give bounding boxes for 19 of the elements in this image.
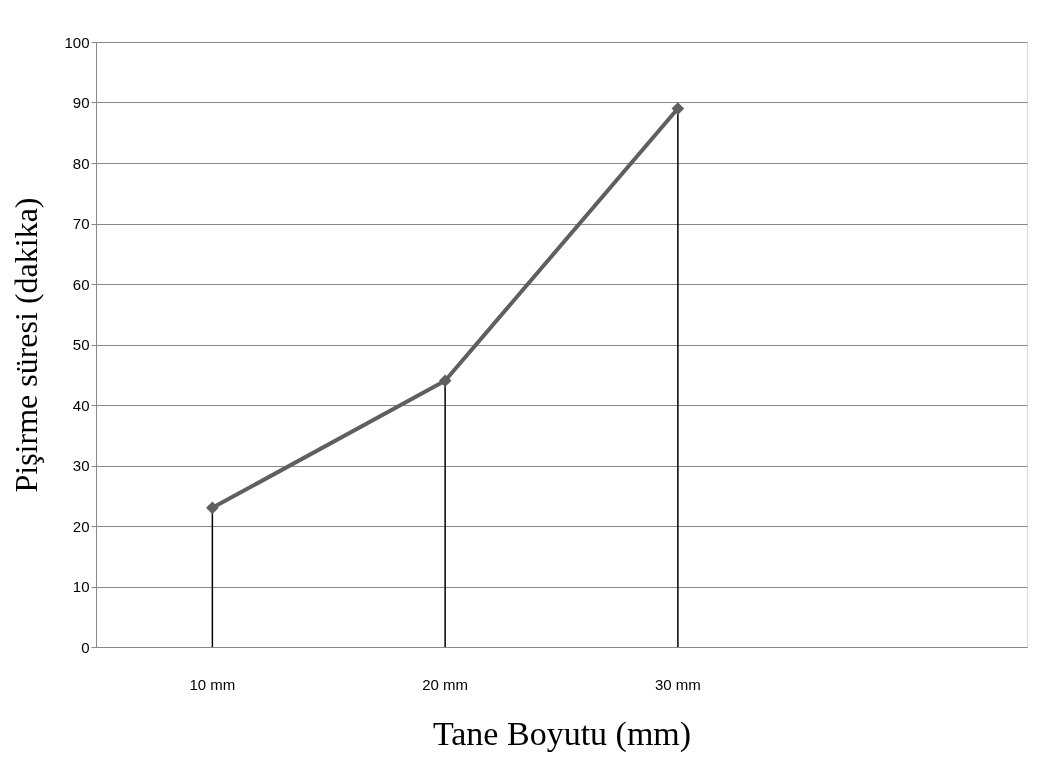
y-tick-label: 90 [72,94,90,111]
x-tick-label: 10 mm [189,675,236,693]
x-tick-label: 30 mm [654,675,701,693]
point [206,501,219,515]
y-tick-label: 50 [72,336,90,353]
y-tick-label: 10 [72,578,90,595]
y-axis-title: Pişirme süresi (dakika) [8,197,45,493]
x-tick-label: 20 mm [422,675,469,693]
y-tick-label: 70 [72,215,90,232]
y-tick-label: 60 [72,275,90,293]
point [671,102,685,115]
y-tick-label: 40 [72,396,90,414]
y-tick-label: 0 [81,638,90,656]
x-axis-title: Tane Boyutu (mm) [432,714,692,753]
y-tick-label: 30 [72,457,90,474]
y-tick-label: 100 [64,33,90,51]
y-tick-label: 80 [72,154,90,172]
point [438,374,452,388]
y-tick-label: 20 [72,517,90,535]
